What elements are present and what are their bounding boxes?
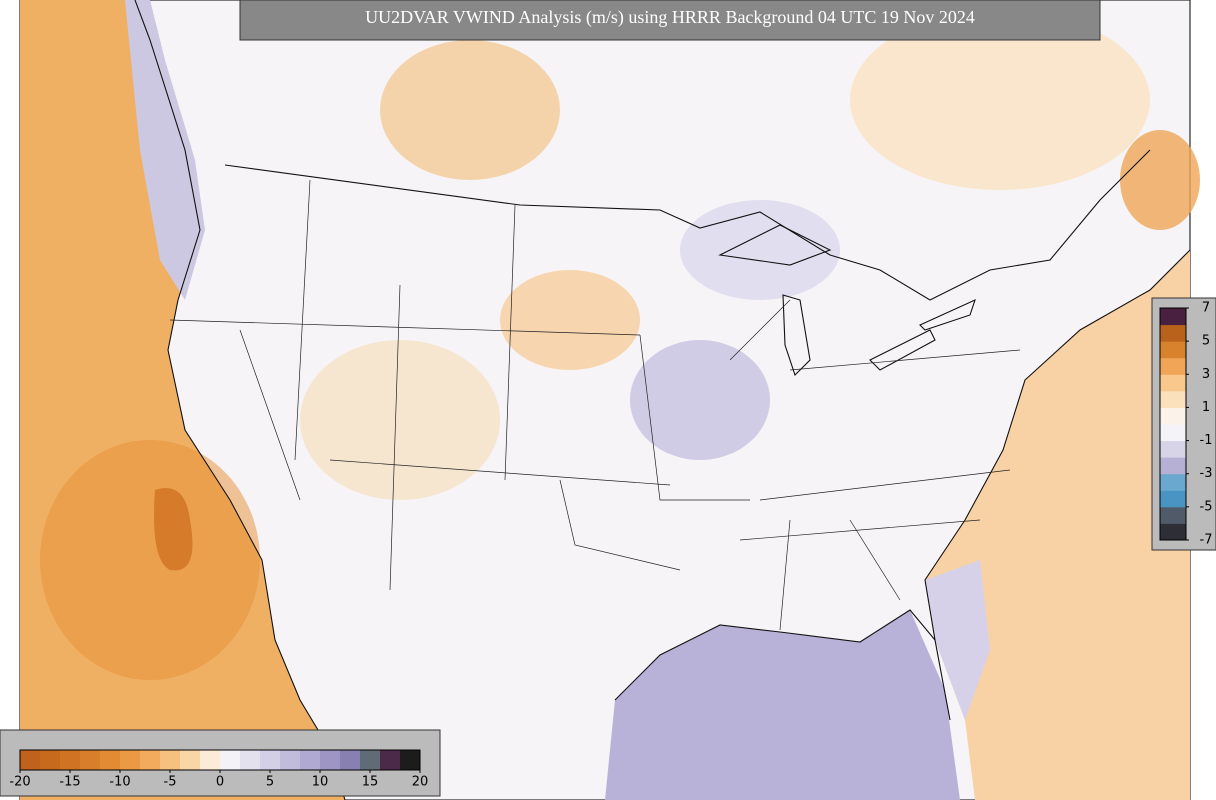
colorbar-tick-label: 10 xyxy=(312,775,329,790)
rockies-patch xyxy=(300,340,500,500)
west-coast xyxy=(134,0,346,800)
map-title: UU2DVAR VWIND Analysis (m/s) using HRRR … xyxy=(365,7,975,28)
colorbar-segment xyxy=(1160,490,1186,508)
lakes-patch xyxy=(680,200,840,300)
colorbar-tick-label: 15 xyxy=(362,775,379,790)
colorbar-tick-label: -20 xyxy=(9,775,30,790)
great-lakes xyxy=(718,224,976,377)
colorbar-segment xyxy=(1160,457,1186,475)
colorbar-segment xyxy=(200,750,221,770)
colorbar-tick-label: -5 xyxy=(164,775,177,790)
colorbar-tick-label: -5 xyxy=(1200,499,1213,514)
colorbar-segment xyxy=(1160,407,1186,425)
colorbar-segment xyxy=(260,750,281,770)
colorbar-segment xyxy=(160,750,181,770)
colorbar-segment xyxy=(380,750,401,770)
canada-patch xyxy=(850,10,1150,190)
colorbar-tick-label: 7 xyxy=(1202,301,1210,316)
colorbar-segment xyxy=(20,750,41,770)
title-box xyxy=(239,0,1101,41)
colorbar-segment xyxy=(300,750,321,770)
plains-patch xyxy=(500,270,640,370)
wind-area xyxy=(40,440,260,680)
midwest-patch xyxy=(630,340,770,460)
colorbar-segment xyxy=(220,750,241,770)
colorbar-segment xyxy=(100,750,121,770)
atlantic-lavender xyxy=(925,560,990,720)
colorbar-segment xyxy=(320,750,341,770)
colorbar-segment xyxy=(240,750,261,770)
colorbar-segment xyxy=(1160,440,1186,458)
colorbar-tick-label: 3 xyxy=(1202,367,1210,382)
colorbar-segment xyxy=(140,750,161,770)
canada-patch xyxy=(380,40,560,180)
colorbar-segment xyxy=(280,750,301,770)
colorbar-segment xyxy=(180,750,201,770)
atlantic-ocean xyxy=(925,250,1190,800)
colorbar-segment xyxy=(400,750,421,770)
colorbar-tick-label: -1 xyxy=(1200,433,1213,448)
colorbar-segment xyxy=(80,750,101,770)
colorbar-tick-label: -7 xyxy=(1200,533,1213,548)
colorbar-segment xyxy=(1160,324,1186,342)
colorbar-tick-label: -3 xyxy=(1200,466,1213,481)
colorbar-segment xyxy=(1160,308,1186,326)
colorbar-segment xyxy=(1160,374,1186,392)
state-borders xyxy=(169,179,1021,631)
colorbar-segment xyxy=(1160,424,1186,442)
colorbar-segment xyxy=(60,750,81,770)
colorbar-outline xyxy=(1159,307,1187,541)
colorbar-segment xyxy=(1160,506,1186,524)
colorbar-tick-label: 0 xyxy=(216,775,224,790)
gulf-of-mexico xyxy=(605,610,960,800)
colorbar-segment xyxy=(1160,357,1186,375)
east-coast xyxy=(924,249,1191,721)
map xyxy=(19,0,1200,800)
gulf-coast xyxy=(614,609,936,701)
colorbar-segment xyxy=(40,750,61,770)
us-canada-border xyxy=(224,149,1151,301)
colorbar-segment xyxy=(1160,341,1186,359)
colorbar-segment xyxy=(1160,473,1186,491)
colorbar-segment xyxy=(360,750,381,770)
colorbar-tick-label: -15 xyxy=(59,775,80,790)
colorbar-tick-label: 1 xyxy=(1202,400,1210,415)
colorbar-segment xyxy=(1160,390,1186,408)
colorbar-segment xyxy=(340,750,361,770)
colorbar-segment xyxy=(120,750,141,770)
colorbar-tick-label: -10 xyxy=(109,775,130,790)
colorbar-tick-label: 20 xyxy=(412,775,429,790)
coastal-strip xyxy=(125,0,205,300)
colorbar-tick-label: 5 xyxy=(1202,334,1210,349)
canada-patch xyxy=(1120,130,1200,230)
colorbar-segment xyxy=(1160,523,1186,541)
colorbar-tick-label: 5 xyxy=(266,775,274,790)
